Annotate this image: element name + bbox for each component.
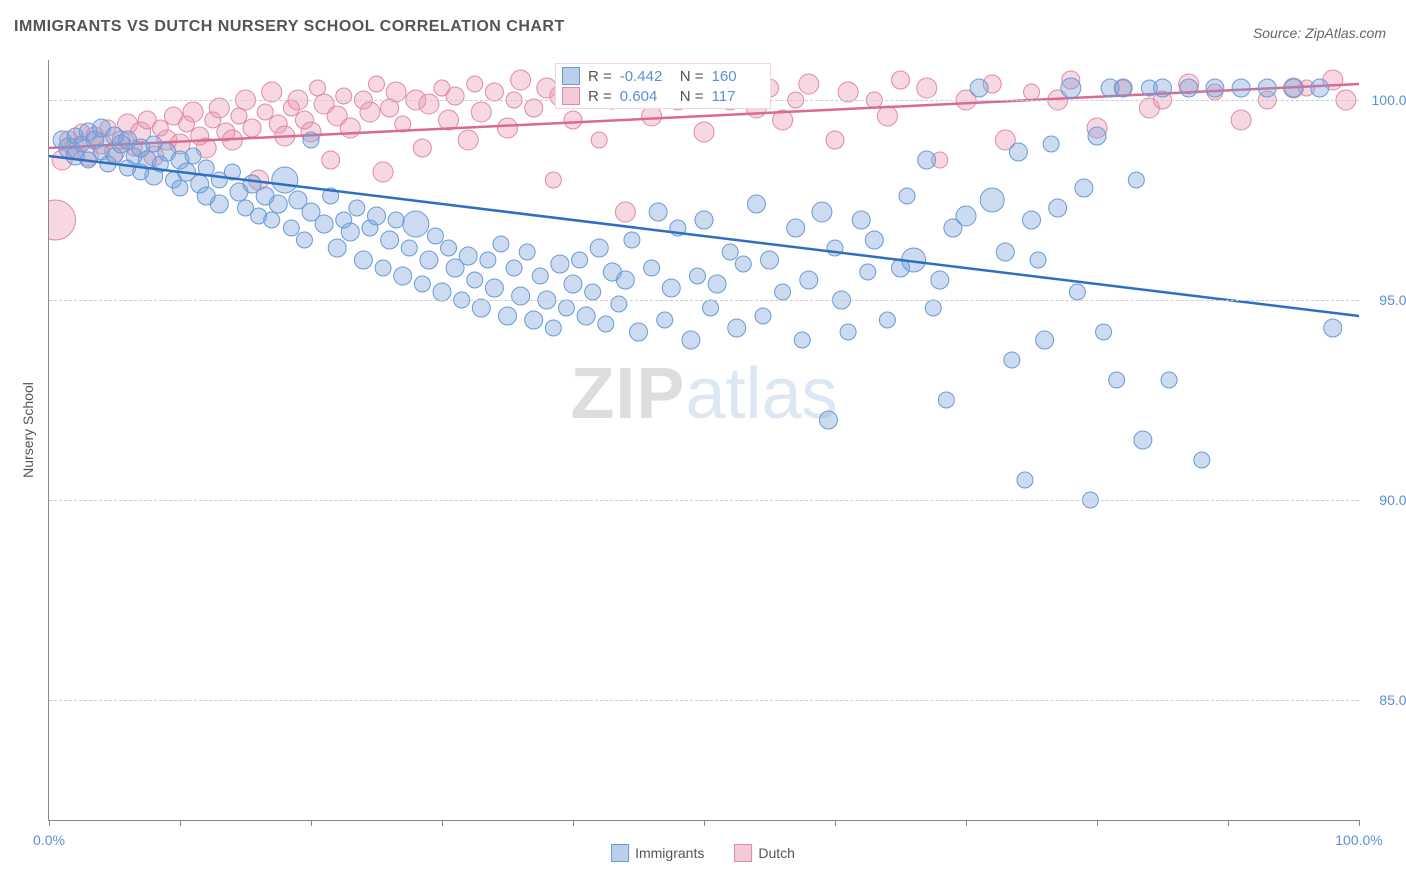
legend-label: Immigrants [635, 845, 704, 861]
swatch-pink-icon [562, 87, 580, 105]
legend-row-dutch: R = 0.604 N = 117 [562, 86, 764, 106]
swatch-blue-icon [562, 67, 580, 85]
legend-bottom: Immigrants Dutch [611, 844, 795, 862]
swatch-blue-icon [611, 844, 629, 862]
y-axis-label: Nursery School [20, 382, 36, 478]
chart-svg [49, 60, 1359, 820]
legend-item-immigrants: Immigrants [611, 844, 704, 862]
legend-row-immigrants: R = -0.442 N = 160 [562, 66, 764, 86]
swatch-pink-icon [734, 844, 752, 862]
plot-area: ZIPatlas R = -0.442 N = 160 R = 0.604 N … [48, 60, 1359, 821]
correlation-legend: R = -0.442 N = 160 R = 0.604 N = 117 [555, 63, 771, 109]
source-label: Source: ZipAtlas.com [1253, 25, 1386, 41]
legend-item-dutch: Dutch [734, 844, 795, 862]
legend-label: Dutch [758, 845, 795, 861]
chart-title: IMMIGRANTS VS DUTCH NURSERY SCHOOL CORRE… [14, 18, 565, 36]
